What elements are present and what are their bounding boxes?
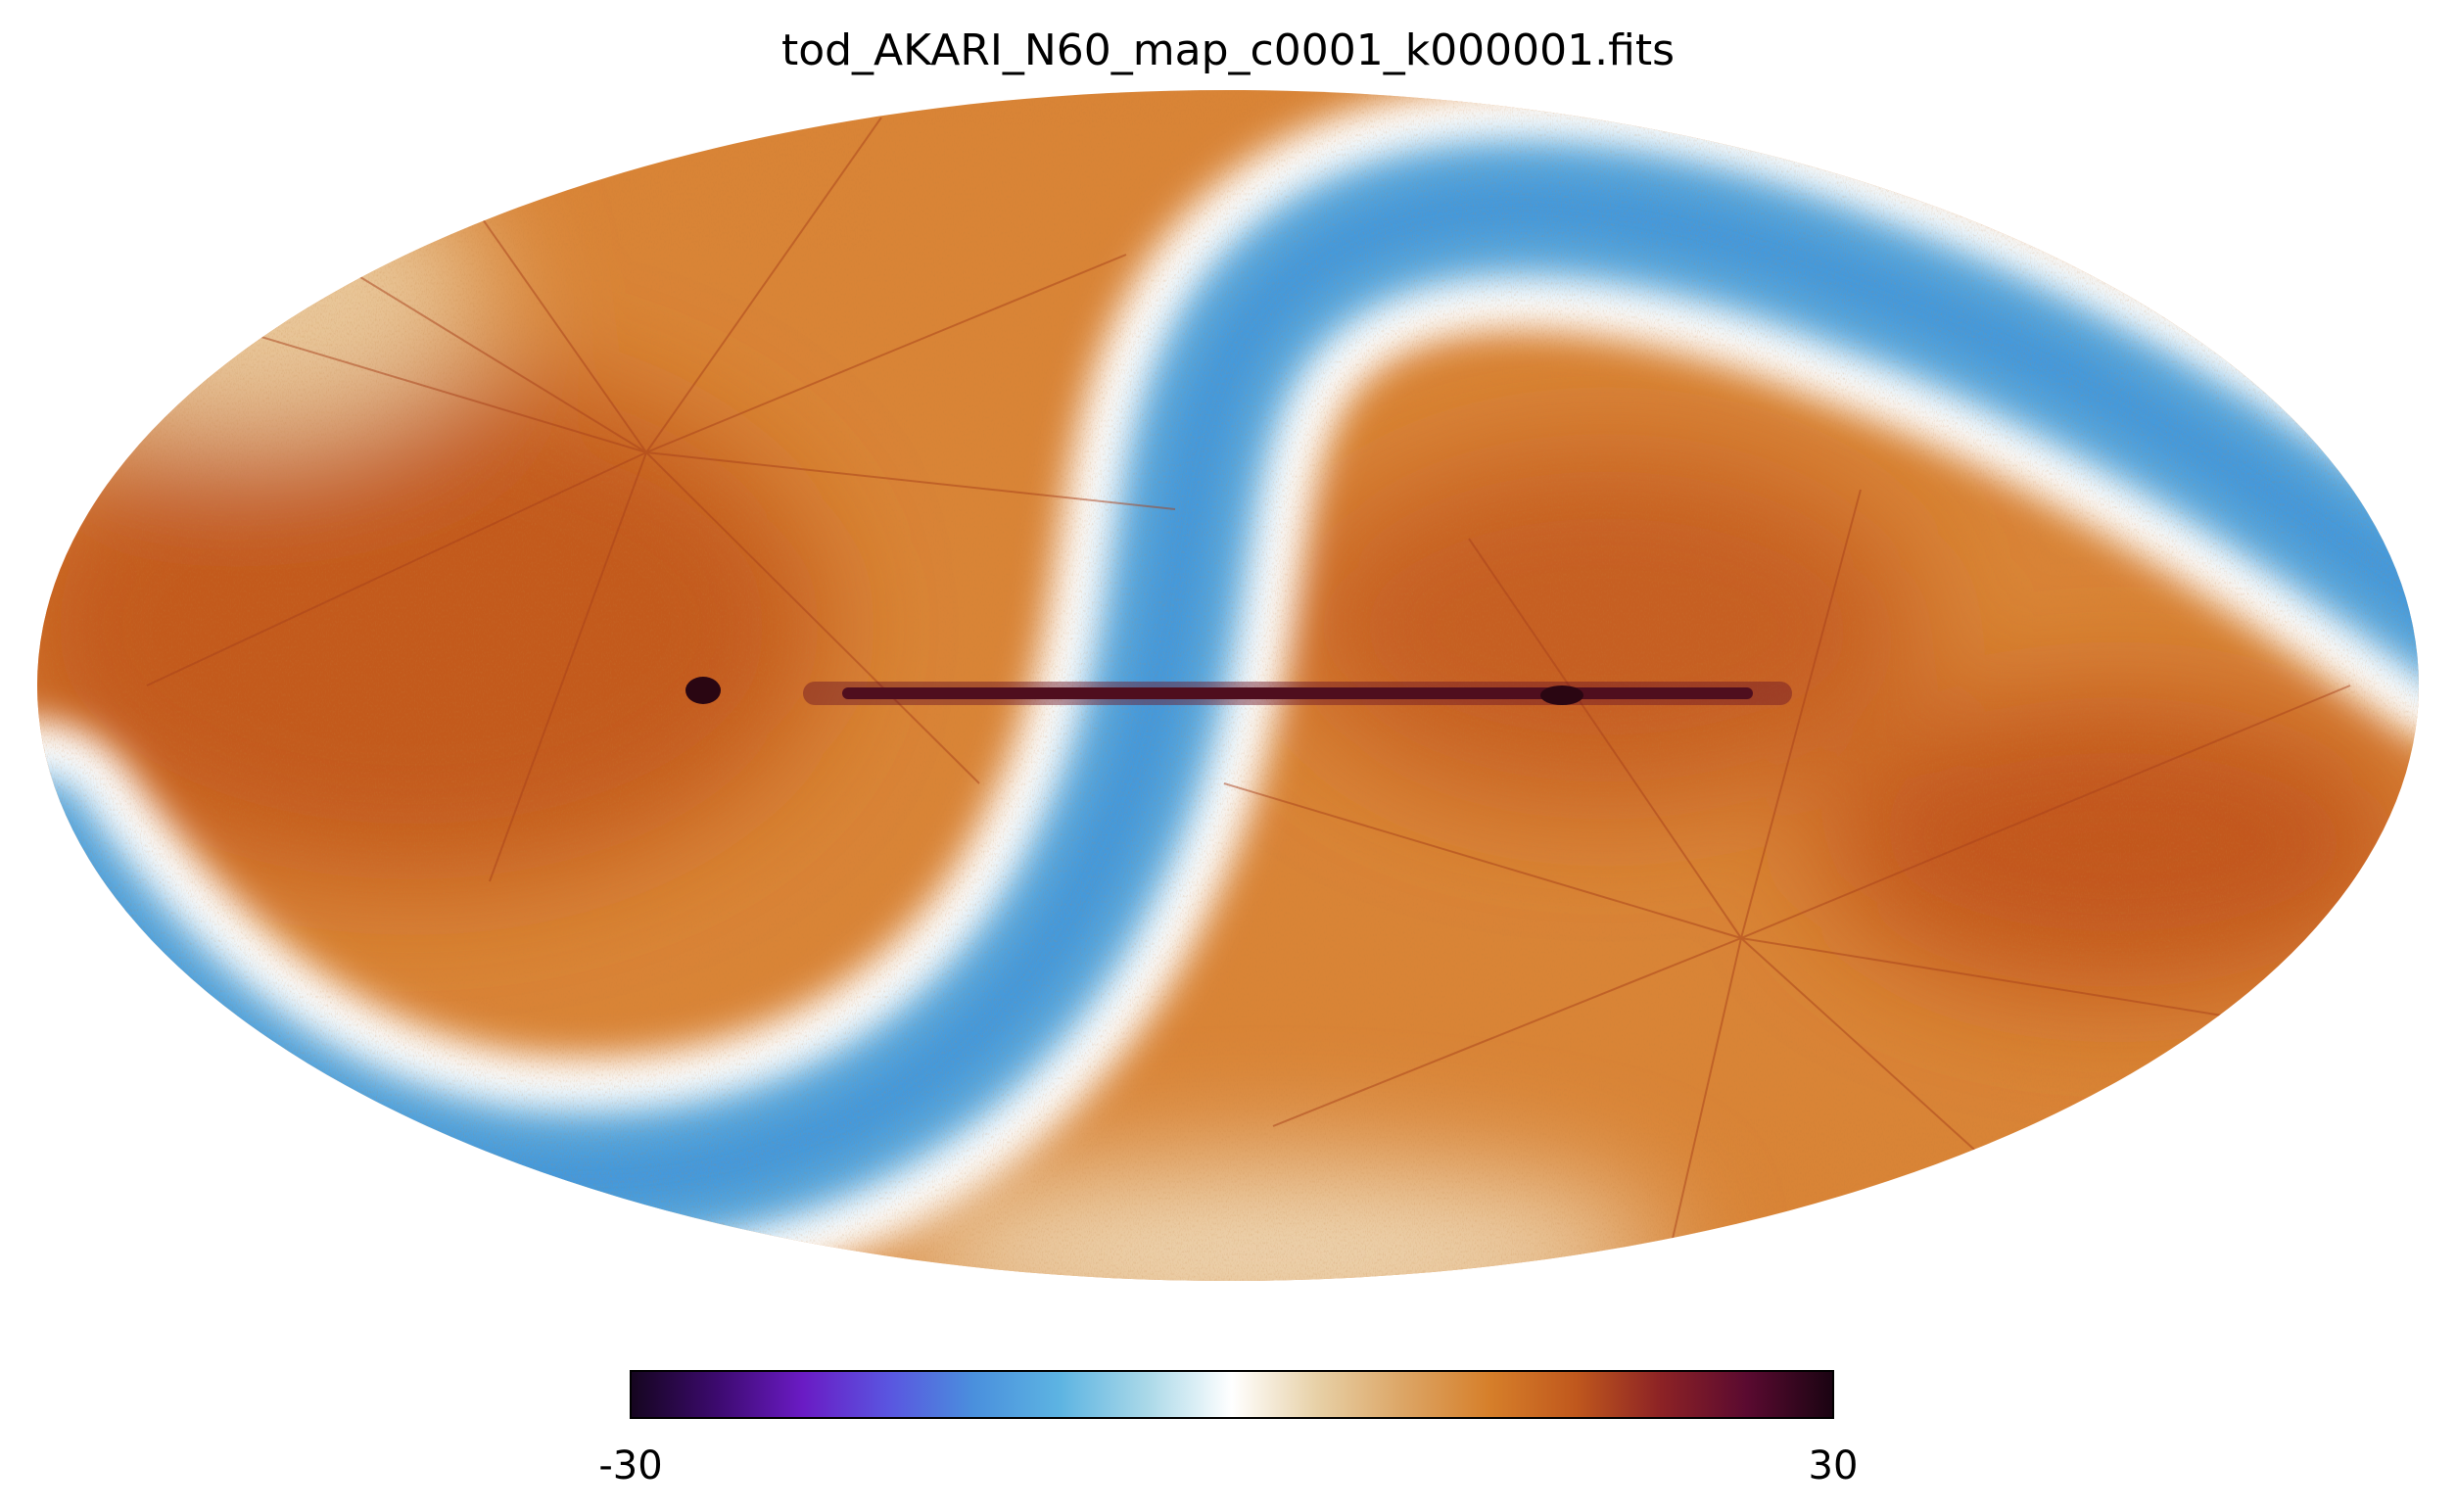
colorbar-max-label: 30 xyxy=(1809,1443,1859,1488)
sky-map xyxy=(37,90,2419,1281)
galactic-source-left xyxy=(685,677,721,704)
galactic-plane xyxy=(685,677,1792,705)
colorbar-min-label: -30 xyxy=(598,1443,662,1488)
chart-title: tod_AKARI_N60_map_c0001_k000001.fits xyxy=(781,25,1675,75)
scan-texture xyxy=(37,90,2419,1281)
colorbar-fill xyxy=(631,1371,1833,1418)
galactic-source-center xyxy=(1540,685,1583,705)
scan-pole-lower-right xyxy=(1223,489,2351,1274)
colorbar: -30 30 xyxy=(598,1370,1859,1488)
colorbar-frame xyxy=(630,1370,1834,1419)
galactic-plane-band xyxy=(842,687,1753,699)
galactic-plane-glow xyxy=(803,682,1792,705)
